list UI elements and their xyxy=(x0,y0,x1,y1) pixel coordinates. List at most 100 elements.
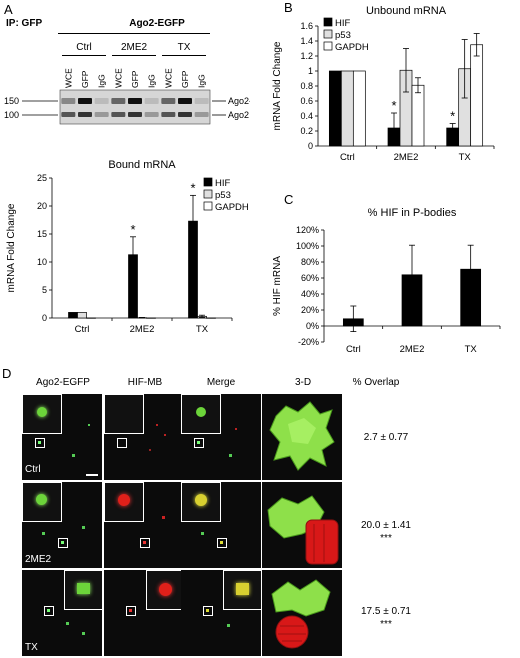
lane-label: GFP xyxy=(80,70,90,88)
legend-swatch-p53 xyxy=(323,29,333,39)
col-head-merge: Merge xyxy=(206,377,236,388)
legend-label-hif: HIF xyxy=(335,18,351,29)
legend-swatch-hif xyxy=(323,17,333,27)
legend-label-p53: p53 xyxy=(215,190,231,201)
legend-swatch-p53 xyxy=(203,189,213,199)
bound-mrna-chart: Bound mRNA mRNA Fold Change 0 5 10 15 20 25 Ctrl… xyxy=(6,159,249,335)
lane-label: WCE xyxy=(63,68,73,88)
legend-swatch-gapdh xyxy=(203,201,213,211)
lane-label: GFP xyxy=(180,70,190,88)
chart-title: % HIF in P-bodies xyxy=(368,207,457,219)
y-tick-label: 1 xyxy=(308,66,313,76)
bar-gapdh xyxy=(411,84,425,147)
y-tick-label: 0% xyxy=(306,321,319,331)
y-tick-label: 0 xyxy=(308,141,313,151)
row-label-ctrl: Ctrl xyxy=(25,464,41,475)
y-tick-label: 1.4 xyxy=(300,36,313,46)
bar-p53 xyxy=(340,70,354,147)
band-ago2-egfp xyxy=(178,98,192,104)
band-ago2-egfp xyxy=(94,98,109,104)
y-tick-label: 0.6 xyxy=(300,96,313,106)
construct-underline xyxy=(58,33,210,34)
group-underline xyxy=(62,55,106,56)
band-ago2 xyxy=(144,112,159,117)
x-tick-label: Ctrl xyxy=(340,152,355,163)
y-tick-label: 120% xyxy=(296,225,319,235)
band-ago2-egfp xyxy=(61,98,76,104)
band-ago2 xyxy=(128,112,142,117)
band-ago2-egfp xyxy=(78,98,92,104)
band-ago2 xyxy=(178,112,192,117)
significance-marker: * xyxy=(450,109,455,124)
x-tick-label: TX xyxy=(196,324,209,335)
band-ago2 xyxy=(111,112,126,117)
y-tick-label: 100% xyxy=(296,241,319,251)
bar-gapdh xyxy=(352,70,366,147)
col-head-3d: 3-D xyxy=(294,377,312,388)
significance-marker: * xyxy=(190,180,195,195)
band-ago2-egfp xyxy=(161,98,176,104)
significance-marker: * xyxy=(130,222,135,237)
x-tick-label: TX xyxy=(459,152,472,163)
band-ago2 xyxy=(78,112,92,117)
overlap-tx: 17.5 ± 0.71 xyxy=(361,606,411,617)
col-head-hif-mb: HIF-MB xyxy=(127,377,163,388)
band-ago2-egfp xyxy=(128,98,142,104)
marker-150: 150 xyxy=(4,96,19,106)
lane-label: WCE xyxy=(163,68,173,88)
y-tick-label: 40% xyxy=(301,289,319,299)
x-tick-label: Ctrl xyxy=(75,324,90,335)
significance-marker: * xyxy=(391,98,396,113)
chart-title: Unbound mRNA xyxy=(366,5,447,17)
y-tick-label: 15 xyxy=(37,229,47,239)
legend-label-hif: HIF xyxy=(215,178,231,189)
lane-label: IgG xyxy=(97,74,107,88)
y-tick-label: 20 xyxy=(37,201,47,211)
construct-label: Ago2-EGFP xyxy=(129,18,185,29)
bar-p53 xyxy=(77,312,87,319)
y-tick-label: 0.8 xyxy=(300,81,313,91)
band-ago2-egfp xyxy=(144,98,159,104)
group-underline xyxy=(162,55,206,56)
image-tx-hif-mb xyxy=(104,570,184,656)
image-ctrl-hif-mb xyxy=(104,394,184,480)
scale-bar xyxy=(86,474,98,476)
y-axis-label: mRNA Fold Change xyxy=(6,203,17,292)
y-tick-label: 20% xyxy=(301,305,319,315)
col-head-overlap: % Overlap xyxy=(352,377,400,388)
y-tick-label: 25 xyxy=(37,173,47,183)
legend-label-p53: p53 xyxy=(335,30,351,41)
y-tick-label: 0.4 xyxy=(300,111,313,121)
group-label-2me2: 2ME2 xyxy=(120,42,148,53)
band-ago2 xyxy=(161,112,176,117)
y-tick-label: 1.2 xyxy=(300,51,313,61)
chart-title: Bound mRNA xyxy=(108,159,176,171)
image-2me2-merge xyxy=(181,482,261,568)
y-tick-label: 10 xyxy=(37,257,47,267)
image-ctrl-3d xyxy=(262,394,342,480)
y-tick-label: 5 xyxy=(42,285,47,295)
marker-100: 100 xyxy=(4,110,19,120)
legend-label-gapdh: GAPDH xyxy=(335,42,369,53)
y-tick-label: 0 xyxy=(42,313,47,323)
band-label-ago2: Ago2 xyxy=(228,110,249,120)
image-2me2-hif-mb xyxy=(104,482,184,568)
band-ago2 xyxy=(194,112,209,117)
x-tick-label: 2ME2 xyxy=(400,344,425,355)
hif-pbodies-chart: % HIF in P-bodies % HIF mRNA -20% 0% 20% 40% 6… xyxy=(272,207,501,355)
band-ago2 xyxy=(94,112,109,117)
group-label-ctrl: Ctrl xyxy=(76,42,92,53)
lane-label: GFP xyxy=(130,70,140,88)
image-tx-merge xyxy=(181,570,261,656)
panel-a-letter: A xyxy=(4,2,13,17)
western-blot: WCE GFP IgG WCE GFP IgG WCE GFP IgG 150 100 Ago2… xyxy=(4,68,250,125)
overlap-2me2: 20.0 ± 1.41 xyxy=(361,520,411,531)
image-tx-ago2-egfp: TX xyxy=(22,570,102,656)
sig-tx: *** xyxy=(380,619,392,630)
panel-c-letter: C xyxy=(284,192,294,207)
row-label-tx: TX xyxy=(25,642,38,653)
image-2me2-3d xyxy=(262,482,342,568)
legend-label-gapdh: GAPDH xyxy=(215,202,249,213)
image-ctrl-merge xyxy=(181,394,261,480)
legend-swatch-hif xyxy=(203,177,213,187)
